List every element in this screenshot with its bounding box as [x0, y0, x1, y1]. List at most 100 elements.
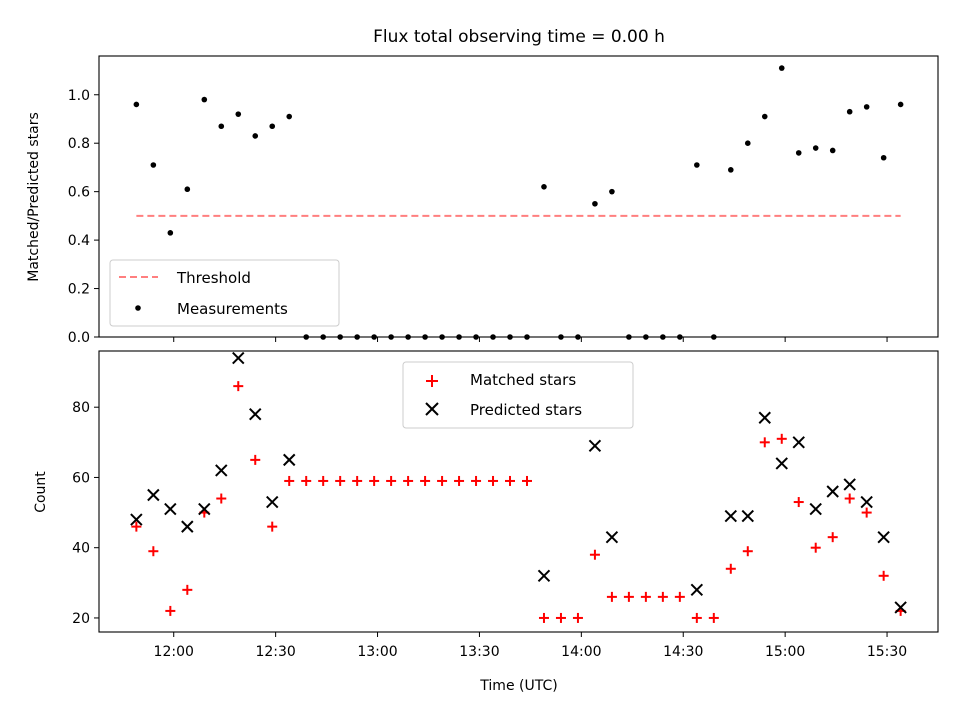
bottom-y-tick-label: 80 — [72, 400, 90, 416]
bottom-legend-box — [402, 361, 634, 429]
top-legend-box — [109, 259, 340, 327]
x-tick-label: 13:00 — [357, 644, 397, 660]
matched-star-point — [148, 546, 159, 557]
matched-star-point — [657, 591, 668, 602]
measurement-point — [727, 167, 734, 173]
measurement-point — [863, 104, 870, 110]
measurement-point — [184, 186, 191, 193]
predicted-star-point — [181, 520, 194, 533]
measurement-point — [812, 145, 819, 151]
matched-star-point — [386, 475, 397, 486]
measurement-point — [286, 113, 293, 120]
matched-star-point — [471, 475, 482, 486]
matched-star-point — [606, 591, 617, 602]
predicted-star-point — [130, 513, 143, 526]
predicted-star-point — [283, 453, 296, 467]
matched-star-point — [708, 612, 719, 623]
matched-star-point — [861, 507, 872, 518]
predicted-star-point — [826, 485, 839, 498]
measurement-point — [897, 101, 904, 108]
predicted-star-point — [724, 509, 738, 523]
measurement-point — [235, 111, 242, 117]
x-tick-label: 12:30 — [255, 644, 295, 660]
matched-star-point — [403, 475, 414, 486]
predicted-star-point — [690, 583, 704, 597]
legend-matched-label: Matched stars — [470, 371, 576, 389]
predicted-star-point — [215, 464, 228, 477]
bottom-axes-frame — [98, 350, 939, 633]
matched-star-point — [623, 591, 634, 602]
matched-star-point — [521, 475, 532, 486]
x-tick-label: 12:00 — [154, 644, 194, 660]
matched-star-point — [216, 493, 227, 504]
top-y-tick-label: 0.0 — [68, 330, 90, 346]
x-tick-label: 14:00 — [561, 644, 601, 660]
measurement-point — [252, 133, 259, 139]
bottom-y-tick-label: 40 — [72, 541, 90, 557]
predicted-star-point — [164, 502, 177, 516]
matched-star-point — [844, 493, 855, 504]
predicted-star-point — [588, 439, 602, 453]
measurement-point — [201, 96, 208, 103]
top-y-tick-label: 1.0 — [68, 88, 90, 104]
predicted-star-point — [792, 436, 805, 449]
x-tick-label: 15:30 — [867, 644, 907, 660]
legend-measurements-label: Measurements — [177, 300, 288, 318]
predicted-star-point — [537, 569, 551, 583]
measurement-point — [269, 123, 276, 130]
matched-star-point — [267, 521, 278, 532]
measurement-point — [795, 150, 802, 156]
matched-star-point — [691, 612, 702, 623]
top-y-ticks: 0.0 0.2 0.4 0.6 0.8 1.0 — [68, 88, 99, 346]
predicted-star-point — [843, 478, 856, 491]
x-tick-label: 14:30 — [663, 644, 703, 660]
legend-threshold-label: Threshold — [176, 269, 251, 287]
top-y-tick-label: 0.4 — [68, 233, 90, 249]
predicted-star-point — [894, 601, 907, 614]
measurement-point — [592, 200, 598, 207]
bottom-legend: Matched stars Predicted stars — [402, 361, 634, 429]
matched-star-point — [233, 381, 244, 392]
matched-star-point — [182, 584, 193, 595]
measurement-point — [778, 65, 785, 71]
measurement-point — [694, 162, 700, 168]
matched-star-point — [369, 475, 380, 486]
predicted-star-point — [741, 509, 754, 523]
measurement-point — [761, 113, 768, 120]
predicted-star-point — [232, 351, 245, 365]
matched-star-point — [437, 475, 448, 486]
matched-star-point — [318, 475, 329, 486]
matched-star-point — [674, 591, 685, 602]
measurement-point — [133, 101, 140, 108]
matched-star-point — [589, 549, 600, 560]
matched-star-point — [725, 563, 736, 574]
predicted-star-point — [147, 488, 160, 502]
matched-star-point — [776, 433, 787, 444]
top-legend: Threshold Measurements — [109, 259, 340, 327]
measurement-point — [744, 140, 751, 147]
legend-measurements-swatch — [135, 305, 141, 311]
measurement-point — [541, 184, 547, 190]
top-x-ticks — [173, 337, 888, 342]
predicted-star-point — [775, 457, 788, 470]
matched-star-point — [420, 475, 431, 486]
matched-star-point — [572, 612, 583, 623]
top-y-tick-label: 0.8 — [68, 136, 90, 152]
matched-star-point — [284, 475, 295, 486]
matched-star-point — [742, 546, 753, 557]
matched-star-point — [352, 475, 363, 486]
predicted-star-point — [249, 408, 262, 421]
measurement-point — [846, 108, 853, 115]
matched-star-point — [301, 475, 312, 486]
bottom-y-axis-label: Count — [33, 471, 49, 513]
legend-predicted-swatch — [425, 402, 439, 416]
top-y-axis-label: Matched/Predicted stars — [26, 112, 42, 282]
measurement-point — [609, 188, 615, 195]
predicted-star-point — [605, 530, 619, 544]
matched-star-point — [827, 532, 838, 543]
matched-star-point — [640, 591, 651, 602]
matched-star-point — [488, 475, 499, 486]
bottom-x-ticks: 12:00 12:30 13:00 13:30 14:00 14:30 15:00 15:30 — [154, 632, 907, 660]
matched-star-point — [505, 475, 516, 486]
